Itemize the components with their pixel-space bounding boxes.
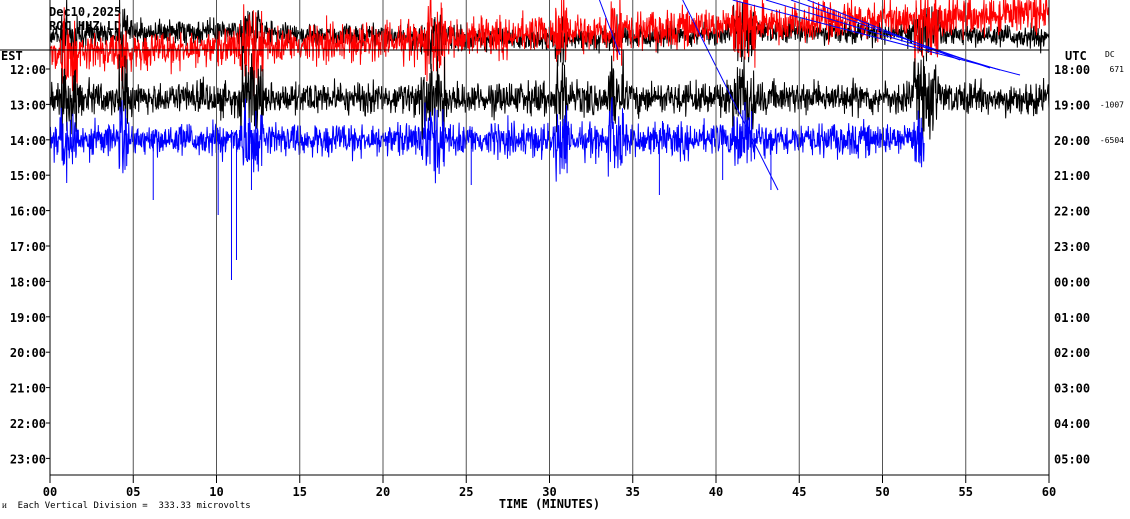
x-tick-label-50: 50 (875, 485, 889, 499)
right-time-1: 19:00 (1054, 98, 1090, 112)
x-tick-label-25: 25 (459, 485, 473, 499)
x-axis-title: TIME (MINUTES) (499, 497, 600, 511)
left-time-4: 16:00 (10, 205, 46, 219)
left-time-11: 23:00 (10, 452, 46, 466)
utc-label: UTC (1065, 49, 1087, 63)
blue-glitch-3 (682, 0, 779, 191)
left-time-9: 21:00 (10, 382, 46, 396)
x-tick-label-20: 20 (376, 485, 390, 499)
right-time-10: 04:00 (1054, 417, 1090, 431)
x-tick-label-55: 55 (959, 485, 973, 499)
x-tick-label-35: 35 (626, 485, 640, 499)
scale-note: ᴎ Each Vertical Division = 333.33 microv… (2, 500, 251, 511)
dc-value-2: -6504 (1100, 136, 1124, 145)
x-tick-label-15: 15 (293, 485, 307, 499)
right-time-9: 03:00 (1054, 382, 1090, 396)
blue-glitch-0 (732, 0, 1021, 76)
dc-value-1: -1007 (1100, 100, 1124, 109)
blue-glitch-4 (598, 0, 621, 56)
dc-label: DC (1105, 50, 1115, 59)
right-time-5: 23:00 (1054, 240, 1090, 254)
x-tick-label-60: 60 (1042, 485, 1056, 499)
x-tick-label-10: 10 (209, 485, 223, 499)
x-tick-label-05: 05 (126, 485, 140, 499)
right-time-4: 22:00 (1054, 205, 1090, 219)
dc-value-0: 671 (1110, 65, 1125, 74)
left-time-7: 19:00 (10, 311, 46, 325)
x-tick-label-30: 30 (542, 485, 556, 499)
x-tick-label-40: 40 (709, 485, 723, 499)
right-time-11: 05:00 (1054, 452, 1090, 466)
label-layer: 00 05 10 15 20 25 30 35 40 45 50 55 60 TIME (MINUTES)… (1, 49, 1124, 511)
scale-mark-icon: ᴎ (2, 501, 18, 511)
scale-note-text: Each Vertical Division = 333.33 microvol… (17, 501, 251, 511)
left-time-10: 22:00 (10, 417, 46, 431)
grid-layer (0, 0, 1050, 483)
x-tick-label-00: 00 (43, 485, 57, 499)
x-tick-label-45: 45 (792, 485, 806, 499)
left-time-0: 12:00 (10, 63, 46, 77)
right-time-8: 02:00 (1054, 346, 1090, 360)
left-time-5: 17:00 (10, 240, 46, 254)
est-label: EST (1, 49, 23, 63)
right-time-7: 01:00 (1054, 311, 1090, 325)
right-time-2: 20:00 (1054, 134, 1090, 148)
left-time-6: 18:00 (10, 275, 46, 289)
left-time-3: 15:00 (10, 169, 46, 183)
blue-glitch-2 (790, 0, 991, 69)
trace-14:00 (49, 97, 925, 184)
left-time-1: 13:00 (10, 98, 46, 112)
right-time-0: 18:00 (1054, 63, 1090, 77)
left-time-2: 14:00 (10, 134, 46, 148)
left-time-8: 20:00 (10, 346, 46, 360)
right-time-6: 00:00 (1054, 275, 1090, 289)
right-time-3: 21:00 (1054, 169, 1090, 183)
